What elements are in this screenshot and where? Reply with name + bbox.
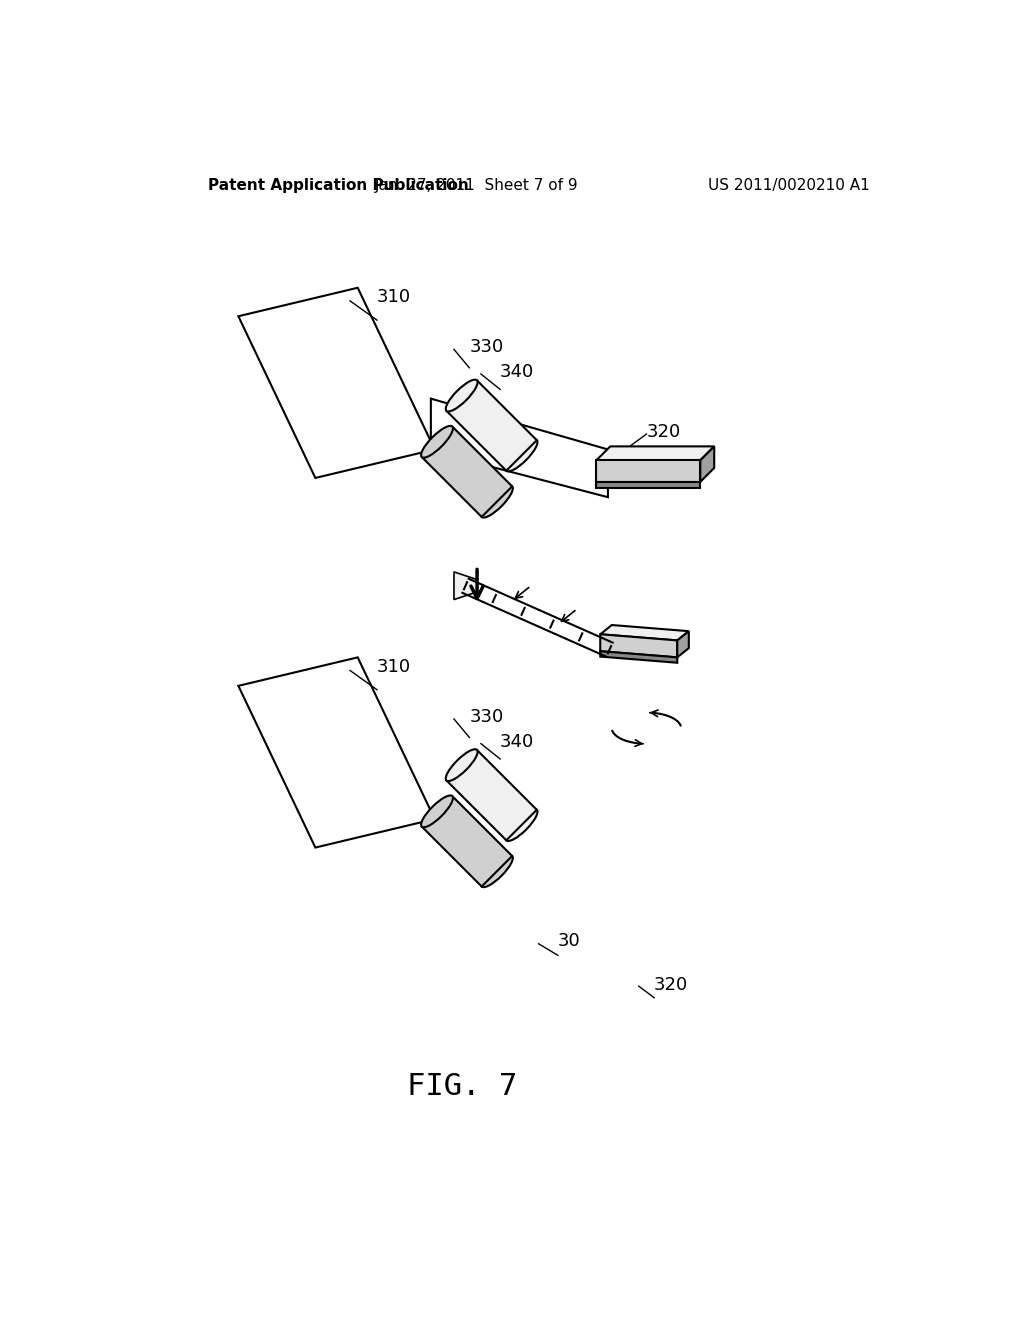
Ellipse shape xyxy=(421,796,453,828)
Polygon shape xyxy=(454,572,477,599)
Text: 340: 340 xyxy=(500,363,535,381)
Polygon shape xyxy=(600,651,677,663)
Polygon shape xyxy=(431,399,608,498)
Text: Patent Application Publication: Patent Application Publication xyxy=(208,178,468,193)
Text: 310: 310 xyxy=(377,288,411,306)
Polygon shape xyxy=(600,626,689,640)
Ellipse shape xyxy=(506,809,538,841)
Text: 330: 330 xyxy=(469,708,504,726)
Polygon shape xyxy=(596,461,700,482)
Polygon shape xyxy=(422,426,512,517)
Text: 340: 340 xyxy=(500,733,535,751)
Polygon shape xyxy=(596,482,700,488)
Ellipse shape xyxy=(481,486,513,517)
Polygon shape xyxy=(239,657,435,847)
Ellipse shape xyxy=(445,750,477,781)
Polygon shape xyxy=(677,631,689,657)
Polygon shape xyxy=(700,446,714,482)
Polygon shape xyxy=(239,288,435,478)
Text: FIG. 7: FIG. 7 xyxy=(407,1072,517,1101)
Ellipse shape xyxy=(481,855,513,887)
Ellipse shape xyxy=(445,380,477,412)
Ellipse shape xyxy=(506,440,538,471)
Text: 330: 330 xyxy=(469,338,504,356)
Text: 320: 320 xyxy=(654,975,688,994)
Text: 320: 320 xyxy=(646,422,681,441)
Polygon shape xyxy=(446,380,537,471)
Text: US 2011/0020210 A1: US 2011/0020210 A1 xyxy=(708,178,869,193)
Polygon shape xyxy=(446,750,537,841)
Polygon shape xyxy=(422,796,512,887)
Ellipse shape xyxy=(421,426,453,458)
Polygon shape xyxy=(600,635,677,657)
Polygon shape xyxy=(596,446,714,461)
Text: 30: 30 xyxy=(558,932,581,950)
Text: 310: 310 xyxy=(377,657,411,676)
Text: Jan. 27, 2011  Sheet 7 of 9: Jan. 27, 2011 Sheet 7 of 9 xyxy=(375,178,579,193)
